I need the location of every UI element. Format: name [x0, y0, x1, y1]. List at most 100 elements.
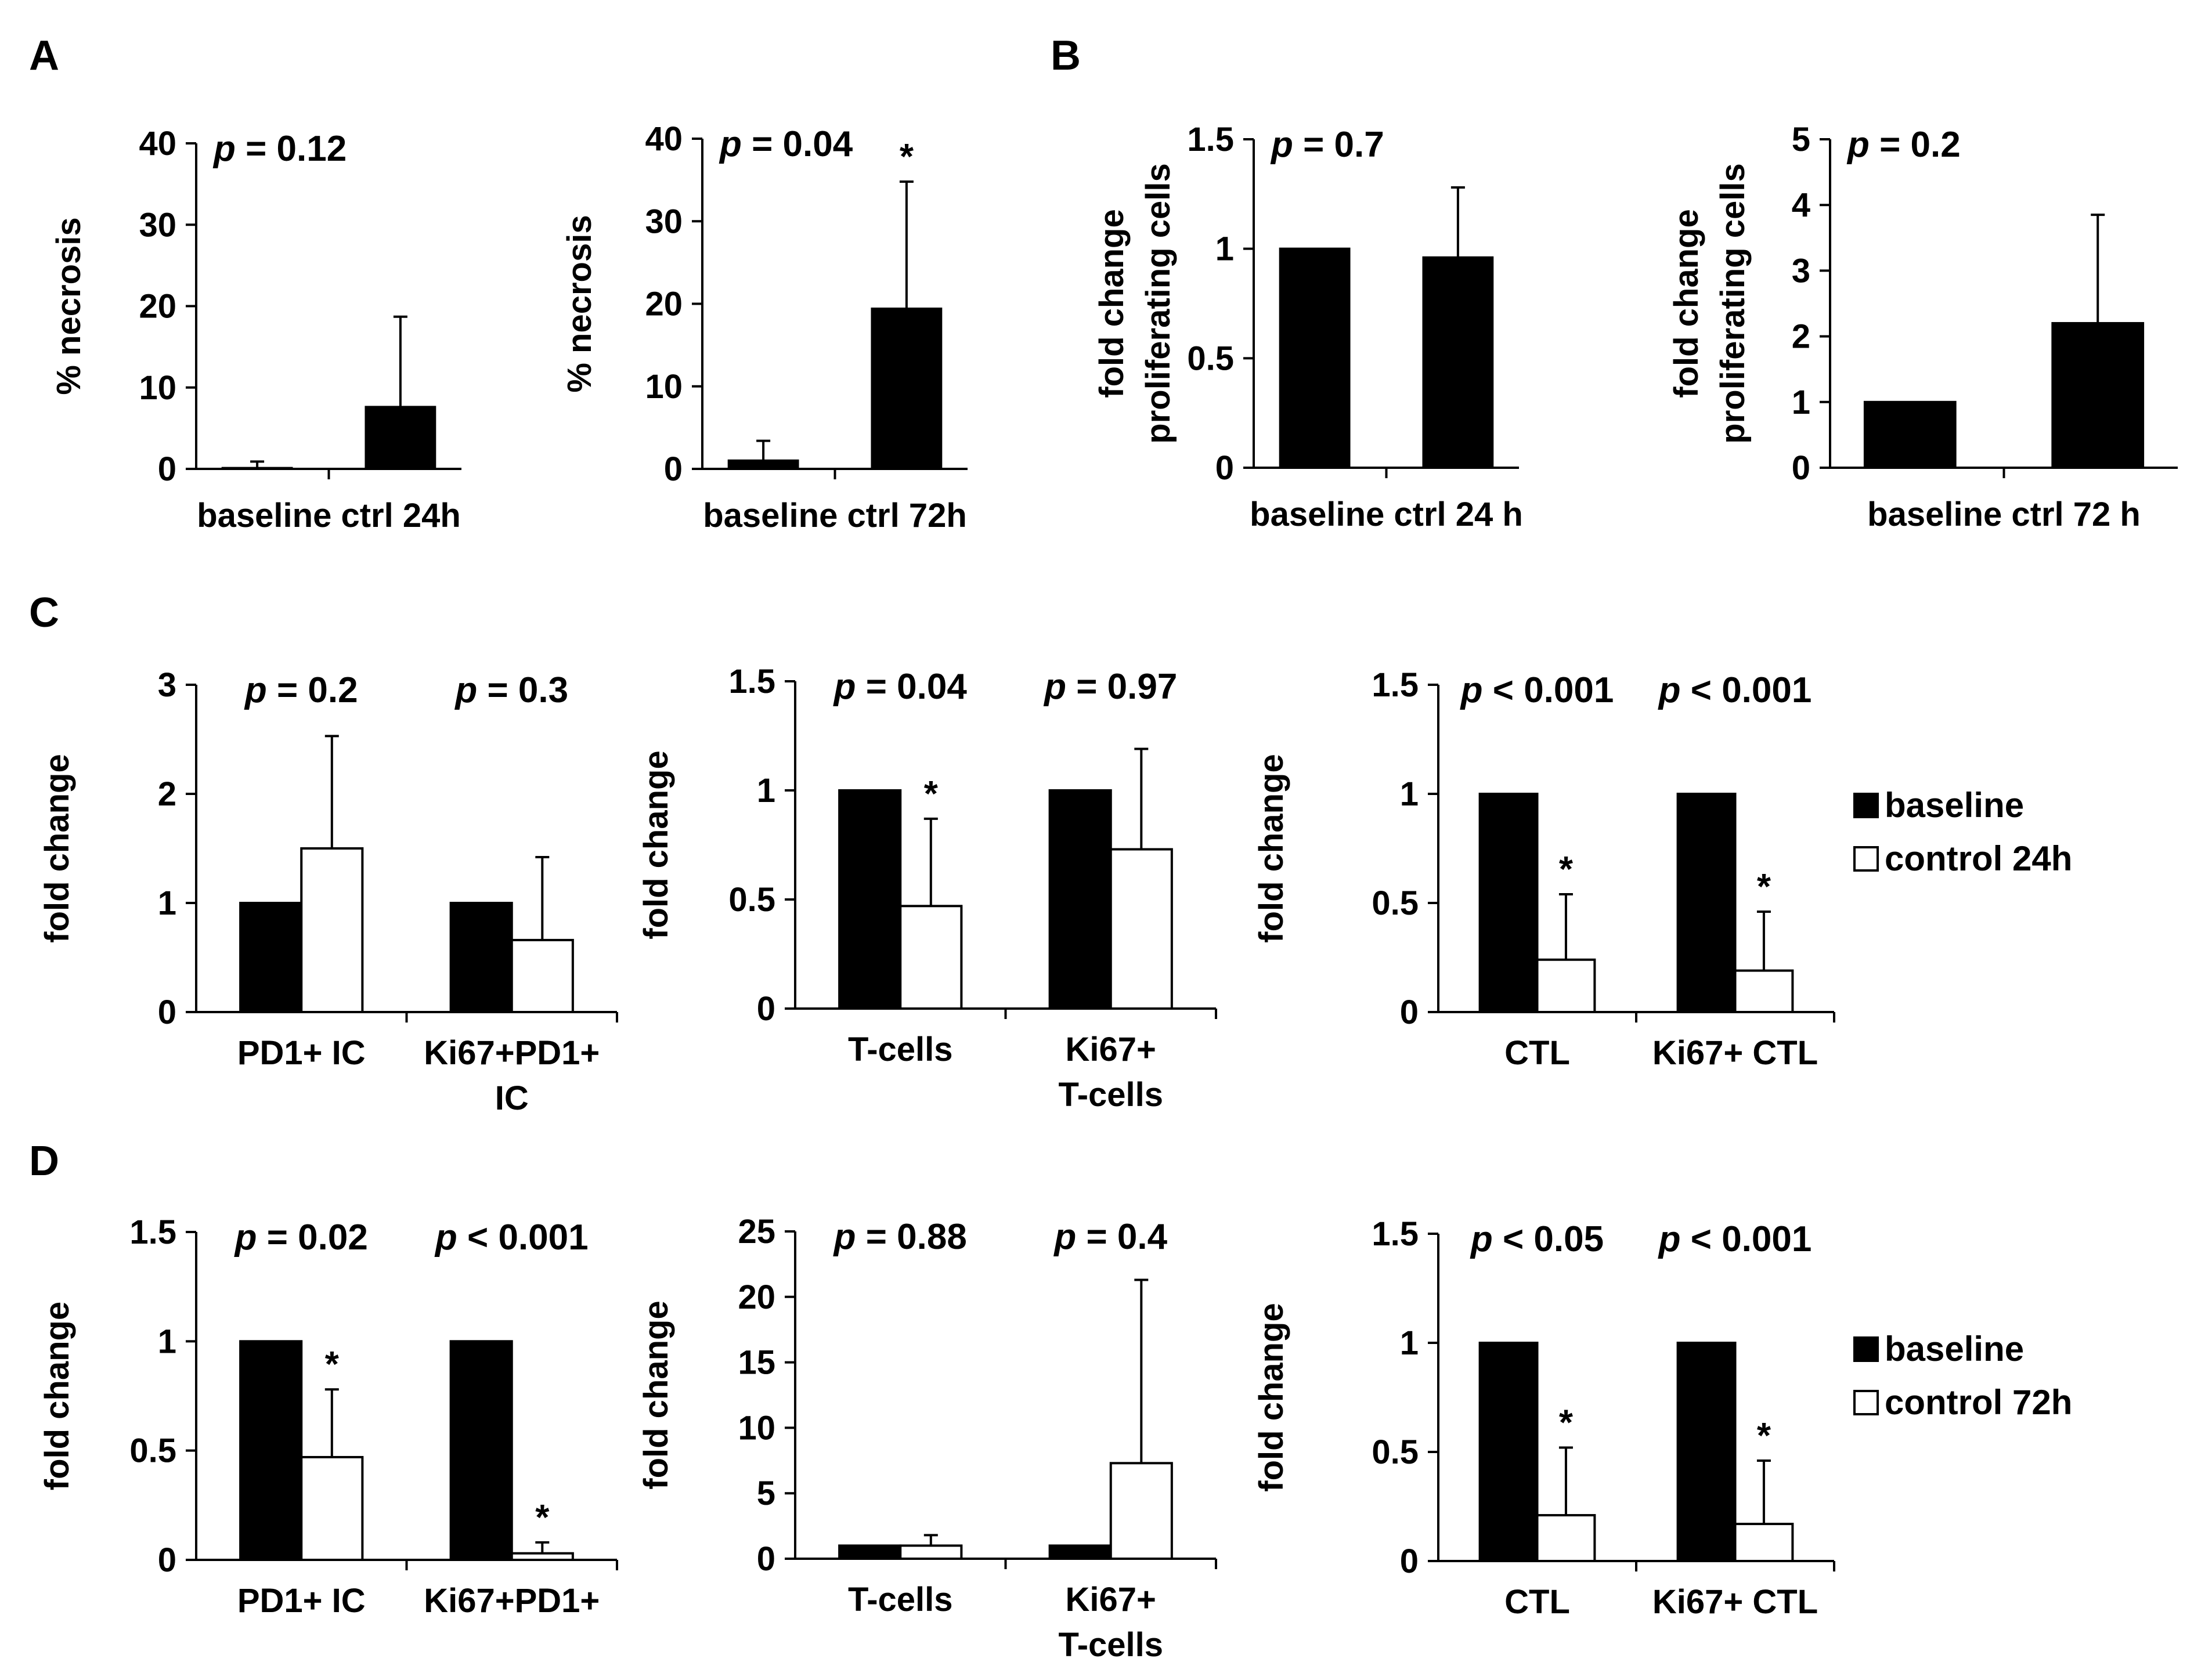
significance-star: * [1559, 1403, 1574, 1443]
x-category-label: baseline ctrl 24 h [1250, 496, 1523, 533]
y-tick-label: 20 [645, 286, 683, 323]
y-tick-label: 1 [158, 884, 176, 922]
y-axis-label: proliferating cells [1714, 163, 1752, 443]
bar [899, 905, 963, 1010]
y-tick-label: 1 [757, 772, 775, 810]
bar [1676, 1342, 1737, 1562]
y-axis-label: % necrosis [561, 215, 598, 392]
y-tick-label: 1 [1215, 230, 1234, 268]
y-tick-label: 2 [158, 775, 176, 813]
p-value: p = 0.12 [212, 129, 347, 169]
p-value: p < 0.001 [1658, 1219, 1812, 1259]
p-value: p = 0.02 [234, 1217, 368, 1258]
y-axis-label: fold change [1668, 209, 1705, 398]
y-tick-label: 1.5 [129, 1213, 176, 1251]
y-tick-label: 1.5 [1372, 1215, 1419, 1253]
p-value: p = 0.7 [1270, 125, 1384, 165]
significance-star: * [924, 774, 939, 814]
significance-star: * [1757, 1416, 1771, 1456]
x-category-label: T-cells [1058, 1626, 1163, 1664]
chart-B2: 0 1 2 3 4 5 fold change proliferating cells base… [1668, 121, 2178, 533]
bar [1422, 256, 1494, 469]
bar [1676, 793, 1737, 1013]
chart-D1: 0 0.5 1 1.5 fold change PD1+ IC Ki67+PD1+ * * p =… [38, 1213, 618, 1620]
bar [838, 1544, 902, 1560]
y-axis-label: fold change [1093, 209, 1131, 398]
bar [2051, 321, 2145, 469]
legend-2: baseline control 72h [1853, 1329, 2072, 1422]
significance-star: * [1559, 850, 1574, 890]
y-tick-label: 0 [158, 993, 176, 1031]
y-tick-label: 20 [738, 1278, 775, 1316]
y-tick-label: 0 [664, 450, 683, 488]
bar [1734, 969, 1794, 1014]
bar [510, 938, 574, 1014]
y-tick-label: 5 [1792, 121, 1810, 158]
bar [1734, 1523, 1794, 1563]
x-category-label: Ki67+PD1+ [424, 1034, 600, 1072]
y-tick-label: 10 [738, 1409, 775, 1447]
y-tick-label: 0 [158, 1541, 176, 1579]
y-tick-label: 0.5 [1187, 339, 1234, 377]
x-category-label: baseline ctrl 24h [197, 497, 461, 534]
y-tick-label: 4 [1792, 186, 1810, 224]
y-tick-label: 1.5 [728, 663, 775, 700]
panel-label-A: A [29, 32, 59, 79]
y-axis-label: % necrosis [50, 217, 88, 395]
bar [1048, 1544, 1112, 1560]
p-value: p = 0.04 [719, 124, 853, 164]
bar [300, 847, 364, 1013]
bar [239, 1340, 303, 1561]
legend-swatch [1853, 1390, 1879, 1415]
legend-swatch [1853, 1336, 1879, 1362]
y-tick-label: 0 [1792, 449, 1810, 487]
chart-C3: 0 0.5 1 1.5 fold change CTL Ki67+ CTL * * p < 0.0… [1253, 666, 1835, 1072]
significance-star: * [1757, 867, 1771, 907]
chart-D3: 0 0.5 1 1.5 fold change CTL Ki67+ CTL * * p < 0.0… [1253, 1215, 1835, 1621]
y-tick-label: 1 [1400, 775, 1419, 813]
bar [1279, 247, 1351, 469]
y-tick-label: 3 [1792, 252, 1810, 290]
y-tick-label: 1 [158, 1323, 176, 1360]
y-axis-label: fold change [1253, 754, 1290, 942]
bar [899, 1544, 963, 1560]
bar [449, 902, 513, 1013]
chart-D2: 0 5 10 15 20 25 fold change T-cells Ki67+ T-cells… [637, 1213, 1217, 1664]
y-axis-label: fold change [637, 1300, 675, 1489]
significance-star: * [535, 1498, 550, 1538]
y-tick-label: 0 [757, 990, 775, 1028]
bar [838, 789, 902, 1010]
chart-C2: 0 0.5 1 1.5 fold change T-cells Ki67+ T-cells * p… [637, 663, 1217, 1114]
y-tick-label: 30 [645, 203, 683, 240]
bar [300, 1455, 364, 1561]
x-category-label: baseline ctrl 72h [703, 497, 967, 534]
y-axis-label: fold change [38, 1302, 76, 1490]
x-category-label: Ki67+ [1066, 1581, 1156, 1618]
bar [727, 459, 799, 471]
chart-C1: 0 1 2 3 fold change PD1+ IC Ki67+PD1+ IC p = 0.2… [38, 666, 618, 1117]
p-value: p = 0.3 [454, 670, 568, 710]
bar [871, 308, 943, 470]
y-axis-label: proliferating cells [1139, 163, 1177, 443]
bar [1863, 400, 1957, 469]
x-category-label: Ki67+ CTL [1652, 1034, 1818, 1072]
bar [449, 1340, 513, 1561]
bar [1478, 1342, 1539, 1562]
y-axis-label: fold change [38, 754, 76, 942]
y-tick-label: 0 [1400, 1542, 1419, 1580]
chart-A1: 0 10 20 30 40 % necrosis baseline ctrl 24h p = … [50, 125, 461, 534]
y-axis-label: fold change [637, 750, 675, 939]
p-value: p < 0.001 [1460, 670, 1614, 710]
p-value: p < 0.001 [434, 1217, 589, 1258]
y-tick-label: 0.5 [1372, 884, 1419, 922]
y-tick-label: 0 [1400, 993, 1419, 1031]
bar [221, 467, 293, 470]
y-tick-label: 20 [139, 288, 176, 326]
y-tick-label: 40 [139, 125, 176, 162]
legend-swatch [1853, 846, 1879, 872]
x-category-label: CTL [1504, 1034, 1570, 1072]
p-value: p < 0.001 [1658, 670, 1812, 710]
y-tick-label: 2 [1792, 318, 1810, 356]
y-tick-label: 0.5 [129, 1432, 176, 1470]
